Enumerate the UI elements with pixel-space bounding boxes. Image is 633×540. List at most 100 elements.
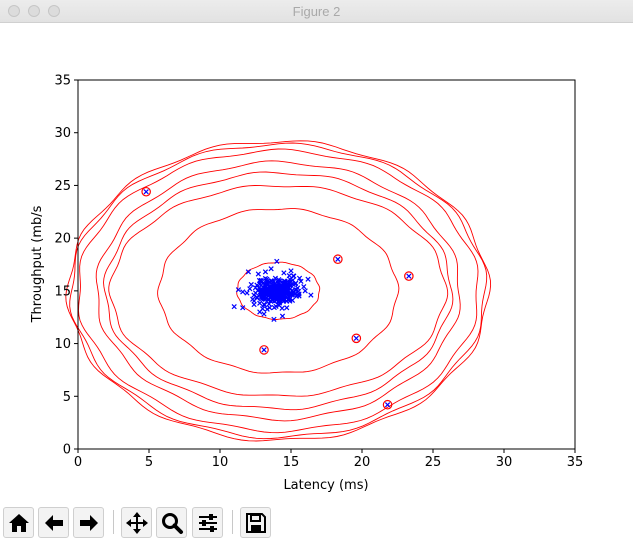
anomaly-markers <box>141 186 414 410</box>
anomaly-marker <box>382 399 393 410</box>
close-window-button[interactable] <box>8 5 20 17</box>
data-point <box>266 292 273 298</box>
floppy-disk-icon <box>246 513 266 533</box>
data-point <box>302 288 308 294</box>
data-point <box>257 309 263 315</box>
anomaly-marker <box>259 345 269 355</box>
data-point <box>257 300 263 306</box>
data-point <box>305 276 311 282</box>
data-point <box>258 278 264 284</box>
data-point <box>301 284 307 290</box>
contour-line <box>69 142 488 440</box>
data-point <box>384 402 391 408</box>
data-point <box>298 278 304 284</box>
data-point <box>274 258 280 264</box>
toolbar-separator <box>113 510 114 534</box>
x-tick-label: 15 <box>283 455 300 470</box>
data-point <box>267 305 273 311</box>
y-tick-label: 35 <box>54 74 71 89</box>
x-tick-label: 35 <box>567 455 584 470</box>
toolbar-separator <box>232 510 233 534</box>
data-point <box>275 301 281 308</box>
x-tick-label: 30 <box>496 455 513 470</box>
data-point <box>278 286 284 292</box>
anomaly-marker <box>351 333 362 344</box>
magnifier-icon <box>162 513 183 534</box>
contour-line <box>95 160 461 422</box>
data-point <box>288 268 294 274</box>
arrow-right-icon <box>80 515 98 531</box>
data-point <box>272 275 279 281</box>
data-point <box>290 277 296 283</box>
y-tick-label: 20 <box>54 232 71 247</box>
data-point <box>291 273 297 279</box>
data-point <box>279 313 286 319</box>
y-axis-ticks: 0 5 10 15 20 25 30 35 <box>54 74 78 458</box>
data-point <box>258 288 264 294</box>
minimize-window-button[interactable] <box>28 5 40 17</box>
forward-button[interactable] <box>73 507 104 538</box>
data-point <box>294 293 300 299</box>
anomaly-marker <box>404 271 414 281</box>
data-point <box>251 301 257 308</box>
x-tick-label: 25 <box>425 455 442 470</box>
data-point <box>282 280 288 287</box>
contour-line <box>103 171 454 411</box>
data-point <box>252 285 259 291</box>
data-point <box>254 294 260 300</box>
data-point <box>285 281 291 288</box>
move-icon <box>126 512 148 534</box>
data-point <box>308 292 314 298</box>
data-point <box>258 277 264 283</box>
y-tick-label: 5 <box>63 390 71 405</box>
data-point <box>271 304 277 311</box>
y-axis-label: Throughput (mb/s <box>30 205 45 323</box>
data-point <box>271 316 277 322</box>
data-point <box>281 270 287 276</box>
data-point <box>292 287 298 293</box>
save-button[interactable] <box>240 507 271 538</box>
contour-line <box>157 208 400 374</box>
data-point <box>235 287 242 293</box>
data-point <box>274 295 280 301</box>
y-tick-label: 30 <box>54 126 71 141</box>
data-point <box>264 306 270 312</box>
data-point <box>353 335 359 341</box>
x-tick-label: 20 <box>354 455 371 470</box>
arrow-left-icon <box>45 515 63 531</box>
data-point <box>270 293 276 300</box>
data-point <box>244 290 250 296</box>
x-tick-label: 0 <box>74 455 82 470</box>
figure-canvas: 0 5 10 15 20 25 30 35 0 5 10 15 20 25 30 35 Latency (m… <box>30 74 583 494</box>
anomaly-marker <box>333 254 343 265</box>
back-button[interactable] <box>38 507 69 538</box>
contour-line <box>65 140 492 442</box>
pan-button[interactable] <box>121 507 152 538</box>
data-points <box>143 189 412 408</box>
x-axis-ticks: 0 5 10 15 20 25 30 35 <box>74 449 583 470</box>
data-point <box>335 256 341 262</box>
data-point <box>265 296 271 302</box>
data-point <box>296 275 303 281</box>
data-point <box>240 289 246 295</box>
home-button[interactable] <box>3 507 34 538</box>
data-point <box>279 305 285 311</box>
contour-line <box>78 148 479 434</box>
navigation-toolbar <box>0 504 633 540</box>
sliders-icon <box>199 514 217 532</box>
zoom-button[interactable] <box>156 507 187 538</box>
y-tick-label: 10 <box>54 337 71 352</box>
data-point <box>271 278 277 284</box>
window-title: Figure 2 <box>292 4 341 19</box>
data-point <box>261 311 267 317</box>
data-point <box>248 281 254 288</box>
data-point <box>255 271 261 277</box>
data-point <box>240 305 246 311</box>
data-point <box>143 189 149 195</box>
window-titlebar: Figure 2 <box>0 0 633 23</box>
configure-subplots-button[interactable] <box>192 507 223 538</box>
data-point <box>283 288 290 295</box>
zoom-window-button[interactable] <box>48 5 60 17</box>
data-point <box>231 304 237 310</box>
data-point <box>279 293 286 299</box>
